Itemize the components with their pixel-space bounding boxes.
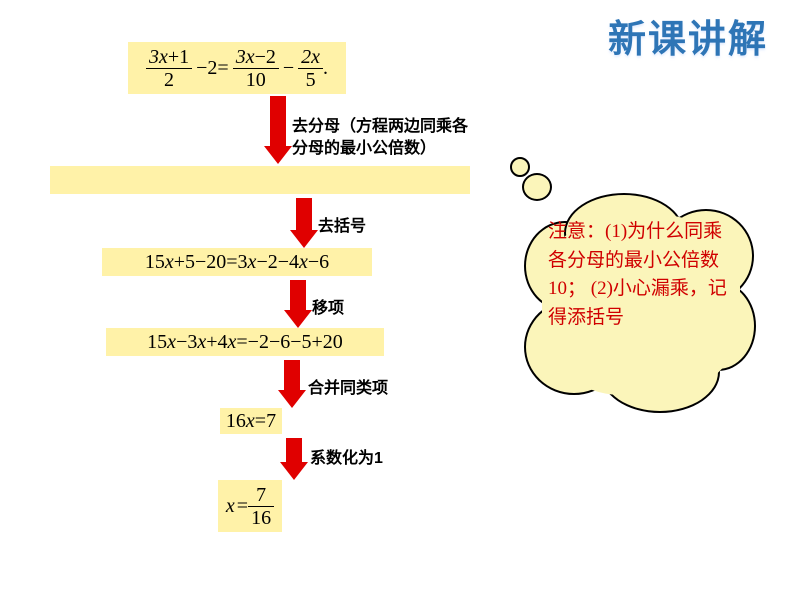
eq1-num1: 3x+1 [146,46,192,68]
eq1-num2: 3x−2 [233,46,279,68]
arrow-2 [296,198,312,230]
eq-blank [50,166,470,194]
arrow-5 [286,438,302,462]
eq-original: 3x+12 −2= 3x−210 − 2x5 . [128,42,346,94]
step-combine: 合并同类项 [308,378,388,400]
eq-solution: x= 716 [218,480,282,532]
eq1-den3: 5 [303,69,319,91]
eq6-x: x [226,495,235,518]
eq1-den1: 2 [161,69,177,91]
eq3-text: 15x+5−20=3x−2−4x−6 [145,251,329,274]
eq6-den: 16 [248,507,274,529]
eq1-num3: 2x [298,46,323,68]
eq1-period: . [323,57,328,80]
arrow-3 [290,280,306,310]
eq5-text: 16x=7 [226,410,276,433]
eq-combined: 16x=7 [220,408,282,434]
arrow-1-head [264,146,292,164]
eq1-minus2: −2= [196,57,229,80]
arrow-2-head [290,230,318,248]
step-remove-denominator: 去分母（方程两边同乘各分母的最小公倍数） [292,116,482,159]
page-title: 新课讲解 [608,8,768,63]
arrow-5-head [280,462,308,480]
step-coefficient: 系数化为1 [310,448,383,470]
callout-text: 注意：(1)为什么同乘各分母的最小公倍数10； (2)小心漏乘，记得添括号 [548,218,740,332]
eq-transposed: 15x−3x+4x=−2−6−5+20 [106,328,384,356]
arrow-4-head [278,390,306,408]
arrow-1 [270,96,286,146]
eq1-den2: 10 [243,69,269,91]
arrow-3-head [284,310,312,328]
arrow-4 [284,360,300,390]
eq-expanded: 15x+5−20=3x−2−4x−6 [102,248,372,276]
step-transpose: 移项 [312,298,344,320]
eq4-text: 15x−3x+4x=−2−6−5+20 [147,331,343,354]
eq1-minus: − [283,57,294,80]
eq6-num: 7 [253,484,269,506]
step-remove-brackets: 去括号 [318,216,366,238]
